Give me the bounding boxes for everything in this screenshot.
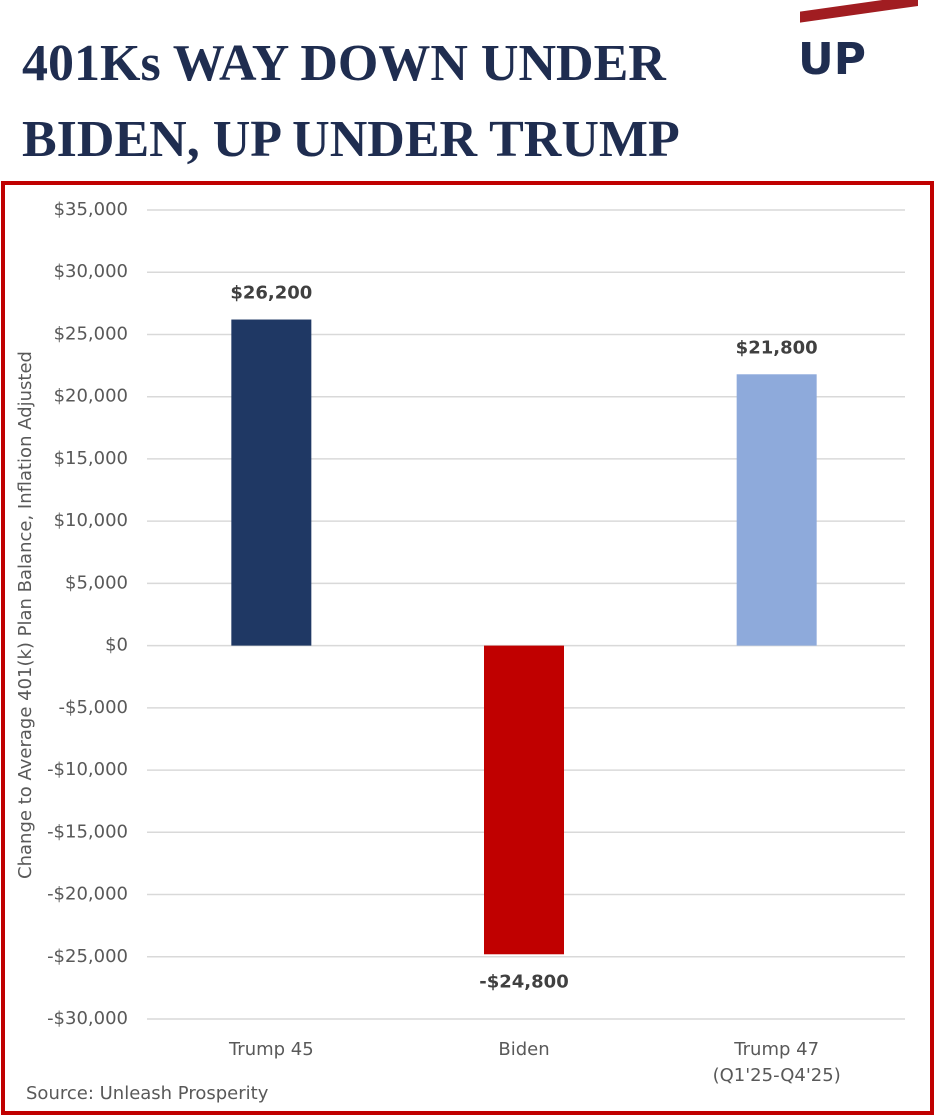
y-tick-label: -$10,000 bbox=[47, 759, 128, 780]
y-tick-label: $30,000 bbox=[54, 261, 128, 282]
source: Source: Unleash Prosperity bbox=[26, 1083, 269, 1104]
y-tick-label: -$5,000 bbox=[59, 697, 128, 718]
value-label: -$24,800 bbox=[479, 971, 568, 992]
bar bbox=[231, 319, 312, 646]
y-tick-label: $10,000 bbox=[54, 510, 128, 531]
chart-border bbox=[1, 181, 934, 1115]
y-tick-label: $20,000 bbox=[54, 386, 128, 407]
y-tick-label: -$20,000 bbox=[47, 884, 128, 905]
logo-stripe bbox=[800, 0, 918, 23]
page-title: 401Ks WAY DOWN UNDER BIDEN, UP UNDER TRU… bbox=[22, 35, 680, 168]
y-tick-label: $15,000 bbox=[54, 448, 128, 469]
value-label: $26,200 bbox=[230, 283, 312, 304]
bar bbox=[484, 645, 564, 955]
y-tick-label: $25,000 bbox=[54, 323, 128, 344]
x-tick-label: Trump 45 bbox=[228, 1039, 314, 1060]
y-axis-label: Change to Average 401(k) Plan Balance, I… bbox=[15, 351, 36, 879]
value-label: $21,800 bbox=[736, 337, 818, 358]
y-tick-label: $0 bbox=[105, 635, 128, 656]
logo: UP bbox=[798, 0, 918, 85]
y-tick-label: -$15,000 bbox=[47, 821, 128, 842]
y-tick-label: -$25,000 bbox=[47, 946, 128, 967]
y-tick-label: -$30,000 bbox=[47, 1008, 128, 1029]
bar bbox=[736, 374, 817, 646]
x-tick-label: Biden bbox=[498, 1039, 550, 1060]
y-tick-label: $35,000 bbox=[54, 199, 128, 220]
logo-text: UP bbox=[798, 34, 866, 85]
x-tick-label: Trump 47 (Q1'25-Q4'25) bbox=[712, 1039, 841, 1086]
y-tick-label: $5,000 bbox=[65, 572, 128, 593]
